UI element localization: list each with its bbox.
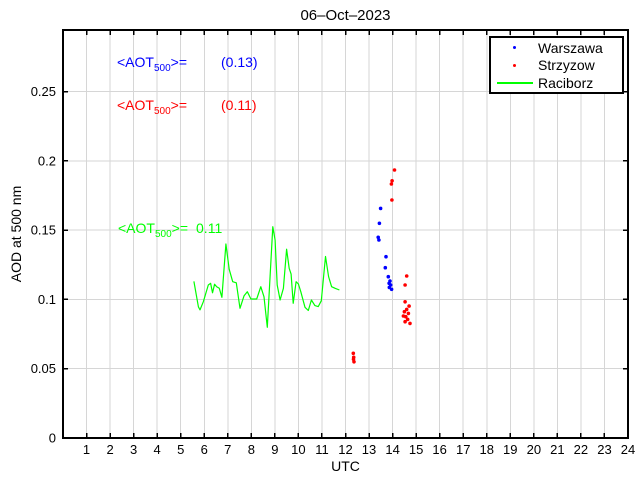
y-axis-label: AOD at 500 nm — [8, 185, 24, 283]
x-tick-label: 18 — [480, 442, 494, 457]
strzyzow-point — [407, 304, 411, 308]
legend-label: Warszawa — [538, 39, 603, 56]
x-tick-label: 1 — [83, 442, 90, 457]
legend: Warszawa Strzyzow Raciborz — [489, 36, 624, 94]
x-tick-label: 9 — [271, 442, 278, 457]
warszawa-dot-icon — [491, 46, 538, 49]
strzyzow-dot-icon — [491, 63, 538, 67]
x-tick-label: 3 — [130, 442, 137, 457]
strzyzow-point — [408, 321, 412, 326]
x-tick-label: 11 — [315, 442, 329, 457]
y-tick-label: 0.15 — [31, 223, 56, 238]
x-tick-label: 23 — [597, 442, 611, 457]
x-tick-label: 6 — [201, 442, 208, 457]
legend-item-warszawa: Warszawa — [491, 40, 622, 56]
strzyzow-point — [403, 300, 407, 304]
annotation-value: (0.11) — [221, 97, 257, 113]
annotation-prefix: <AOT — [118, 220, 155, 236]
raciborz-line — [193, 226, 340, 328]
x-tick-label: 20 — [527, 442, 541, 457]
annotation-prefix: <AOT — [117, 97, 154, 113]
x-axis-label: UTC — [331, 458, 360, 474]
warszawa-point — [377, 238, 381, 242]
warszawa-point — [377, 221, 382, 226]
y-tick-label: 0.05 — [31, 361, 56, 376]
annotation-value: (0.13) — [221, 54, 258, 70]
strzyzow-point — [404, 307, 409, 312]
warszawa-point — [389, 287, 394, 292]
mean-aot-annotation-strzyzow: <AOT500>= (0.11) — [117, 97, 257, 117]
legend-item-raciborz: Raciborz — [491, 75, 622, 91]
x-tick-label: 13 — [362, 442, 376, 457]
strzyzow-point — [351, 351, 356, 356]
warszawa-point — [384, 254, 388, 259]
x-tick-label: 8 — [248, 442, 255, 457]
strzyzow-point — [406, 311, 411, 316]
x-tick-label: 16 — [432, 442, 446, 457]
mean-aot-annotation-raciborz: <AOT500>= 0.11 — [118, 220, 222, 240]
raciborz-line-icon — [491, 81, 538, 84]
strzyzow-point — [401, 314, 406, 318]
legend-label: Raciborz — [538, 74, 594, 91]
x-tick-label: 5 — [177, 442, 184, 457]
x-tick-label: 10 — [291, 442, 305, 457]
strzyzow-point — [392, 168, 397, 172]
y-tick-label: 0 — [49, 431, 56, 446]
warszawa-point — [383, 265, 388, 270]
x-tick-label: 14 — [385, 442, 399, 457]
warszawa-point — [378, 206, 383, 211]
x-tick-label: 7 — [224, 442, 231, 457]
annotation-suffix: >= — [171, 220, 189, 236]
y-tick-label: 0.25 — [31, 84, 56, 99]
strzyzow-point — [405, 317, 410, 322]
y-tick-label: 0.1 — [38, 292, 56, 307]
chart-title: 06–Oct–2023 — [300, 7, 391, 24]
annotation-prefix: <AOT — [117, 54, 154, 70]
strzyzow-point — [389, 182, 394, 186]
strzyzow-point — [403, 283, 407, 287]
x-tick-label: 22 — [574, 442, 588, 457]
x-tick-label: 12 — [338, 442, 352, 457]
x-tick-label: 4 — [154, 442, 161, 457]
legend-item-strzyzow: Strzyzow — [491, 57, 622, 73]
x-tick-label: 15 — [409, 442, 423, 457]
strzyzow-point — [390, 179, 394, 183]
legend-label: Strzyzow — [538, 57, 595, 73]
x-tick-label: 19 — [503, 442, 517, 457]
annotation-subscript: 500 — [153, 62, 171, 74]
strzyzow-point — [403, 319, 407, 324]
x-tick-label: 17 — [456, 442, 470, 457]
annotation-subscript: 500 — [154, 228, 172, 240]
warszawa-point — [386, 274, 391, 279]
annotation-subscript: 500 — [153, 105, 171, 117]
annotation-suffix: >= — [170, 54, 188, 70]
strzyzow-point — [390, 198, 394, 202]
strzyzow-point — [404, 274, 409, 278]
x-tick-label: 2 — [106, 442, 113, 457]
x-tick-label: 24 — [621, 442, 635, 457]
strzyzow-point — [402, 309, 407, 314]
annotation-suffix: >= — [170, 97, 188, 113]
y-tick-label: 0.2 — [38, 153, 56, 168]
warszawa-point — [376, 235, 381, 240]
strzyzow-point — [352, 360, 356, 364]
x-tick-label: 21 — [550, 442, 564, 457]
mean-aot-annotation-warszawa: <AOT500>= (0.13) — [117, 54, 258, 74]
annotation-value: 0.11 — [196, 220, 223, 236]
